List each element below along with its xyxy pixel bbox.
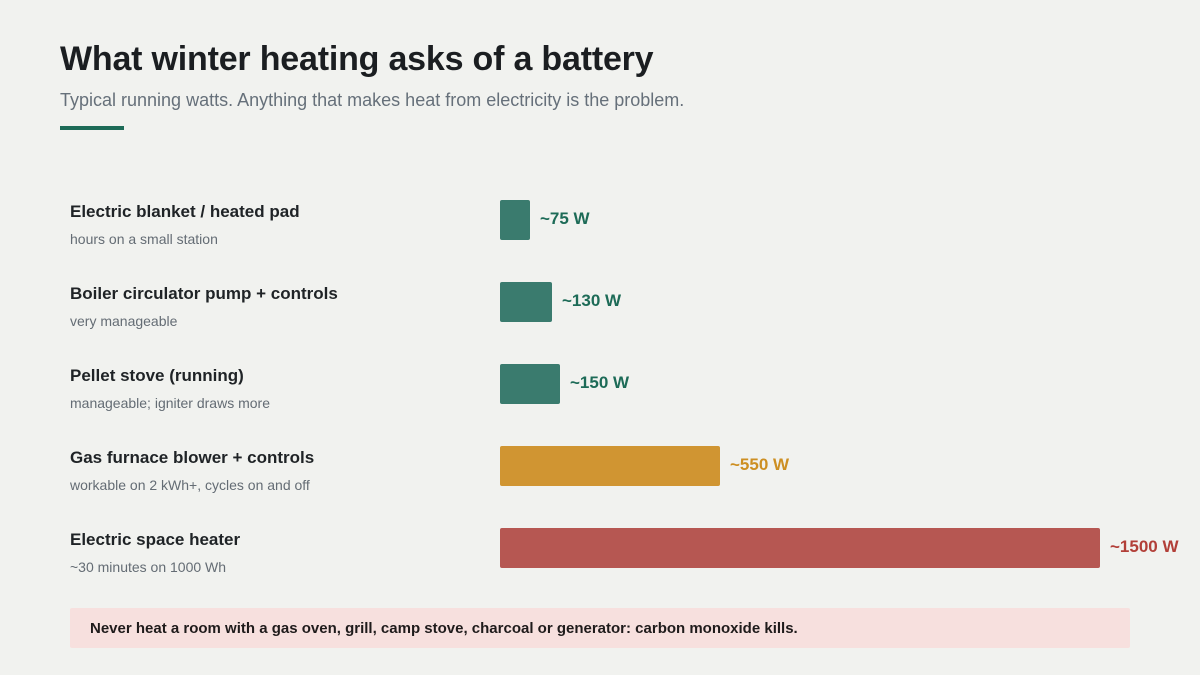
category-note: workable on 2 kWh+, cycles on and off <box>70 477 310 493</box>
bar-row: Electric blanket / heated pad hours on a … <box>70 200 1200 260</box>
bar <box>500 282 552 322</box>
chart-subtitle: Typical running watts. Anything that mak… <box>60 90 685 110</box>
bar-row: Gas furnace blower + controls workable on… <box>70 446 1200 506</box>
value-label: ~150 W <box>570 373 630 392</box>
category-label: Electric space heater <box>70 530 241 549</box>
value-label: ~130 W <box>562 291 622 310</box>
bar <box>500 364 560 404</box>
warning-text: Never heat a room with a gas oven, grill… <box>90 619 798 637</box>
bar-row: Electric space heater ~30 minutes on 1000… <box>70 528 1200 588</box>
accent-rule <box>60 126 124 130</box>
category-label: Pellet stove (running) <box>70 366 244 385</box>
warning-banner: Never heat a room with a gas oven, grill… <box>70 608 1130 648</box>
category-note: hours on a small station <box>70 231 218 247</box>
bar <box>500 200 530 240</box>
value-label: ~1500 W <box>1110 537 1179 556</box>
bar <box>500 446 720 486</box>
value-label: ~75 W <box>540 209 590 228</box>
category-label: Boiler circulator pump + controls <box>70 284 338 303</box>
bar-row: Boiler circulator pump + controls very ma… <box>70 282 1200 342</box>
bar <box>500 528 1100 568</box>
bar-row: Pellet stove (running) manageable; ignite… <box>70 364 1200 424</box>
category-note: ~30 minutes on 1000 Wh <box>70 559 227 575</box>
category-label: Gas furnace blower + controls <box>70 448 315 467</box>
category-note: very manageable <box>70 313 178 329</box>
category-label: Electric blanket / heated pad <box>70 202 300 221</box>
chart-title: What winter heating asks of a battery <box>60 40 654 78</box>
value-label: ~550 W <box>730 455 790 474</box>
category-note: manageable; igniter draws more <box>70 395 270 411</box>
